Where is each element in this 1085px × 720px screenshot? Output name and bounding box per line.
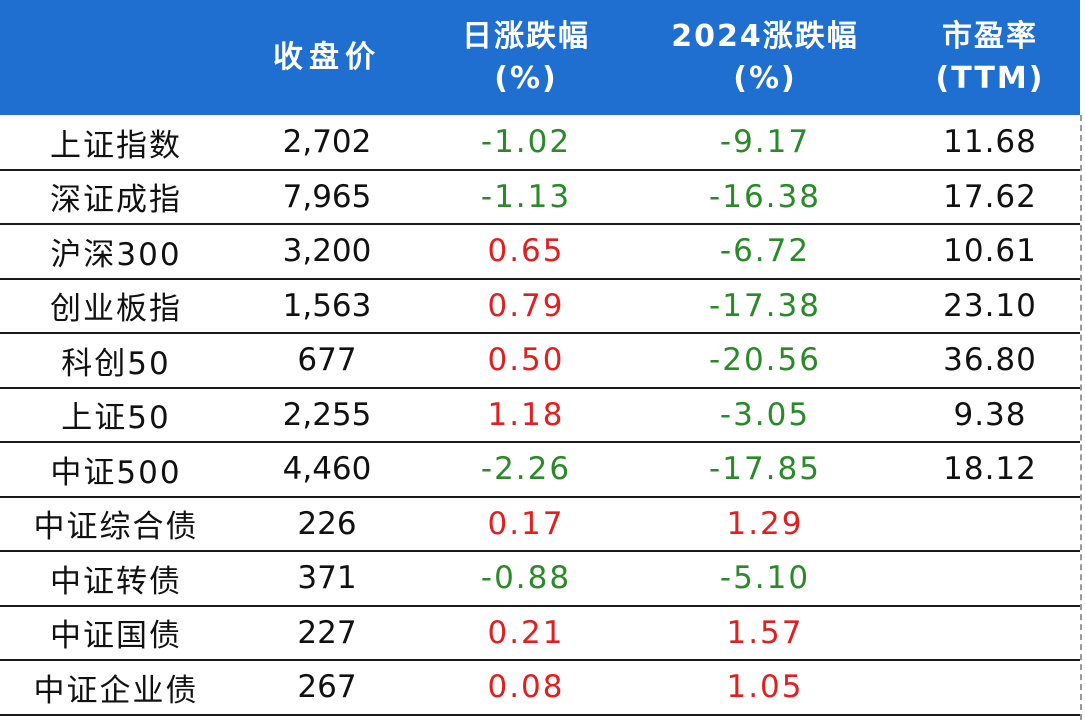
table-row: 深证成指 7,965 -1.13 -16.38 17.62 [0,170,1080,224]
row-daily-change: -2.26 [480,451,572,487]
table-row: 中证企业债 267 0.08 1.05 [0,660,1080,714]
header-close-label: 收盘价 [273,39,381,75]
row-divider [0,550,1080,552]
row-name: 中证转债 [50,563,182,600]
row-name: 沪深300 [50,236,182,273]
row-name: 中证国债 [50,618,182,654]
header-name [0,0,232,115]
header-ytd-change: 2024涨跌幅 (%) [630,0,900,115]
row-pe [900,606,1080,660]
row-name: 中证企业债 [33,672,199,709]
header-ytd-line1: 2024涨跌幅 [671,18,859,54]
row-divider [0,332,1080,334]
row-name: 上证50 [61,400,171,436]
row-divider [0,441,1080,443]
table-row: 沪深300 3,200 0.65 -6.72 10.61 [0,224,1080,278]
row-divider [0,386,1080,389]
row-ytd-change: -3.05 [719,396,811,433]
row-close: 2,702 [282,124,372,160]
row-daily-change: 0.08 [487,669,565,705]
header-ytd-line2: (%) [733,60,797,96]
row-divider [0,168,1080,171]
row-divider [0,659,1080,661]
table-header: 收盘价 日涨跌幅 (%) 2024涨跌幅 (%) 市盈率 (TTM) [0,0,1080,115]
row-pe [900,660,1080,714]
row-ytd-change: -9.17 [719,124,811,160]
row-daily-change: 0.21 [487,614,565,651]
row-divider [0,495,1080,498]
row-pe: 36.80 [943,342,1037,378]
row-divider [0,277,1080,280]
row-pe: 10.61 [943,233,1037,269]
row-daily-change: 1.18 [487,396,565,433]
header-daily-line1: 日涨跌幅 [462,18,590,54]
row-close: 4,460 [282,451,372,487]
row-ytd-change: -6.72 [719,233,811,269]
header-pe: 市盈率 (TTM) [900,0,1080,115]
table-right-border [1080,115,1082,720]
table-row: 中证500 4,460 -2.26 -17.85 18.12 [0,442,1080,496]
table-row: 上证50 2,255 1.18 -3.05 9.38 [0,388,1080,442]
row-close: 3,200 [282,233,372,269]
row-close: 7,965 [282,178,372,215]
row-pe: 18.12 [943,451,1037,487]
header-pe-line1: 市盈率 [942,18,1038,54]
row-name: 中证综合债 [33,509,199,545]
row-ytd-change: -17.85 [709,451,821,487]
row-daily-change: -0.88 [480,560,572,596]
table-row: 中证转债 371 -0.88 -5.10 [0,551,1080,605]
row-divider [0,604,1080,607]
row-ytd-change: -20.56 [709,342,821,378]
row-pe: 9.38 [953,396,1027,433]
row-divider [0,223,1080,225]
table-row: 上证指数 2,702 -1.02 -9.17 11.68 [0,115,1080,169]
row-divider [0,713,1080,716]
row-pe: 23.10 [943,287,1037,324]
row-pe: 17.62 [943,178,1037,215]
row-close: 677 [297,342,357,378]
table-row: 中证国债 227 0.21 1.57 [0,606,1080,660]
row-name: 上证指数 [50,127,182,164]
row-pe [900,497,1080,551]
row-ytd-change: 1.29 [726,505,804,542]
header-daily-change: 日涨跌幅 (%) [422,0,630,115]
table-row: 科创50 677 0.50 -20.56 36.80 [0,333,1080,387]
row-daily-change: 0.50 [487,342,565,378]
table-row: 中证综合债 226 0.17 1.29 [0,497,1080,551]
row-ytd-change: -5.10 [719,560,811,596]
row-close: 227 [297,614,357,651]
row-close: 267 [297,669,357,705]
row-ytd-change: -16.38 [709,178,821,215]
row-daily-change: 0.17 [487,505,565,542]
header-close: 收盘价 [232,0,422,115]
row-daily-change: -1.02 [480,124,572,160]
row-daily-change: 0.79 [487,287,565,324]
header-daily-line2: (%) [494,60,558,96]
row-ytd-change: 1.57 [726,614,804,651]
row-close: 226 [297,505,357,542]
row-name: 创业板指 [50,291,182,327]
header-pe-line2: (TTM) [935,60,1045,96]
row-name: 中证500 [50,454,182,491]
table-row: 创业板指 1,563 0.79 -17.38 23.10 [0,279,1080,333]
row-close: 1,563 [282,287,372,324]
row-daily-change: 0.65 [487,233,565,269]
row-pe: 11.68 [943,124,1037,160]
row-name: 科创50 [61,345,171,382]
row-daily-change: -1.13 [480,178,572,215]
row-name: 深证成指 [50,182,182,218]
row-ytd-change: 1.05 [726,669,804,705]
row-pe [900,551,1080,605]
row-close: 2,255 [282,396,372,433]
row-close: 371 [297,560,357,596]
row-ytd-change: -17.38 [709,287,821,324]
